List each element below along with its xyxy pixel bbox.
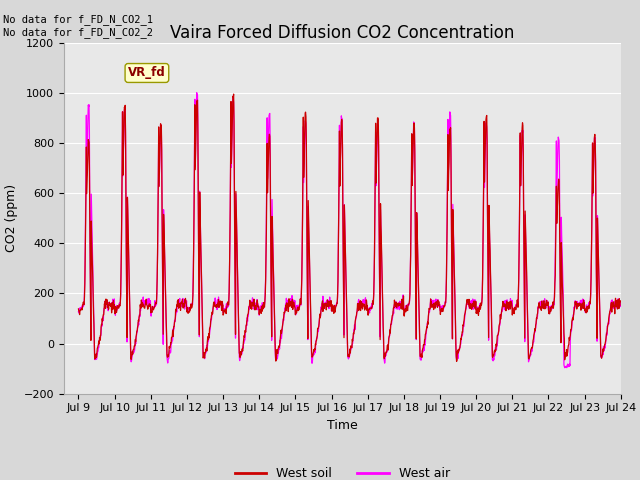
X-axis label: Time: Time [327, 419, 358, 432]
Title: Vaira Forced Diffusion CO2 Concentration: Vaira Forced Diffusion CO2 Concentration [170, 24, 515, 42]
Y-axis label: CO2 (ppm): CO2 (ppm) [5, 184, 18, 252]
Text: VR_fd: VR_fd [128, 67, 166, 80]
Legend: West soil, West air: West soil, West air [230, 462, 454, 480]
Text: No data for f_FD_N_CO2_1
No data for f_FD_N_CO2_2: No data for f_FD_N_CO2_1 No data for f_F… [3, 14, 153, 38]
